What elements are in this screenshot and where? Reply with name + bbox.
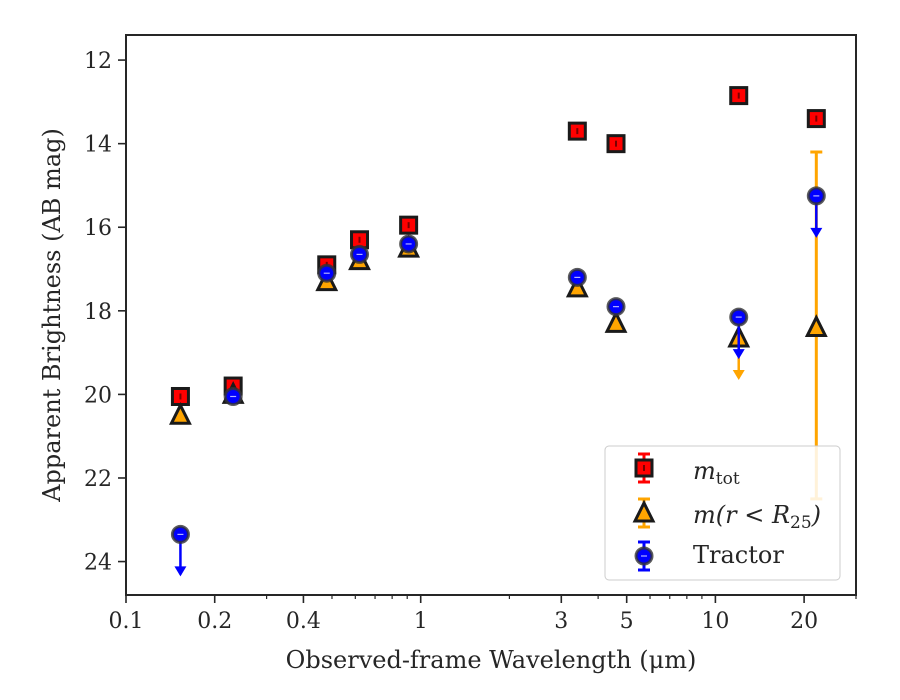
mr25-point <box>604 310 628 333</box>
legend-label-mtot: mtot <box>693 457 740 489</box>
data-layer <box>169 86 828 577</box>
x-axis-label: Observed-frame Wavelength (μm) <box>286 646 697 674</box>
x-tick-label: 5 <box>620 609 634 634</box>
x-tick-label: 20 <box>790 609 818 634</box>
y-axis: 12 14 16 18 20 22 24 <box>84 49 126 576</box>
legend-symbols <box>632 452 656 572</box>
y-tick-label: 22 <box>84 467 112 492</box>
y-tick-label: 18 <box>84 300 112 325</box>
y-tick-label: 16 <box>84 216 112 241</box>
y-tick-label: 14 <box>84 133 112 158</box>
legend: mtot m(r < R25) Tractor <box>604 445 841 581</box>
legend-label-mr25: m(r < R25) <box>693 501 821 533</box>
x-tick-label: 1 <box>414 609 428 634</box>
legend-label-tractor: Tractor <box>693 541 784 569</box>
legend-box <box>604 445 841 581</box>
tractor-limit-arrow <box>732 349 745 360</box>
legend-mr25-point <box>632 499 656 523</box>
x-tick-label: 0.1 <box>109 609 144 634</box>
x-tick-label: 10 <box>701 609 729 634</box>
x-axis: 0.1 0.2 0.4 1 3 5 10 20 <box>109 595 857 634</box>
x-tick-label: 0.4 <box>286 609 321 634</box>
tractor-limit-arrow <box>174 566 187 577</box>
x-tick-label: 3 <box>554 609 568 634</box>
mr25-point <box>804 314 828 338</box>
y-tick-label: 12 <box>84 49 112 74</box>
mr25-limit-arrow <box>732 369 745 380</box>
y-tick-label: 24 <box>84 551 112 576</box>
plot-frame <box>125 34 857 596</box>
tractor-limit-arrow <box>810 227 823 238</box>
y-tick-label: 20 <box>84 383 112 408</box>
series-tractor <box>170 186 826 577</box>
y-axis-label: Apparent Brightness (AB mag) <box>38 128 66 503</box>
x-tick-label: 0.2 <box>197 609 232 634</box>
mr25-point <box>169 401 192 425</box>
